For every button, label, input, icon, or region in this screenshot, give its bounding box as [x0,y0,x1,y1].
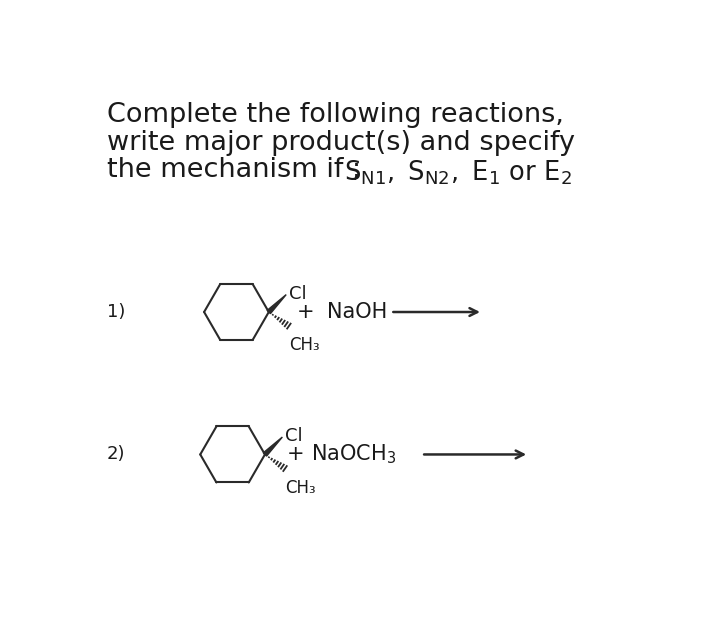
Polygon shape [263,437,282,456]
Text: Complete the following reactions,: Complete the following reactions, [107,102,564,128]
Text: +: + [297,302,315,322]
Text: $\mathrm{NaOCH_3}$: $\mathrm{NaOCH_3}$ [311,442,397,466]
Polygon shape [267,294,286,314]
Text: Cl: Cl [288,285,306,303]
Text: CH₃: CH₃ [288,336,320,354]
Text: 1): 1) [107,303,125,321]
Text: CH₃: CH₃ [285,479,315,496]
Text: 2): 2) [107,446,126,464]
Text: +: + [287,444,305,464]
Text: write major product(s) and specify: write major product(s) and specify [107,129,575,156]
Text: $\mathrm{S_{N1},\ S_{N2},\ E_{1}\ or\ E_{2}}$: $\mathrm{S_{N1},\ S_{N2},\ E_{1}\ or\ E_… [344,158,572,186]
Text: the mechanism if ;: the mechanism if ; [107,158,370,183]
Text: NaOH: NaOH [327,302,387,322]
Text: Cl: Cl [285,427,303,445]
